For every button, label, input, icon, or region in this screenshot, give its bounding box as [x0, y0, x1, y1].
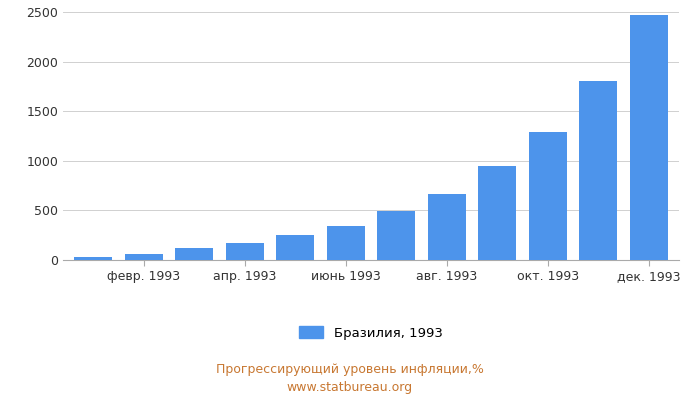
Legend: Бразилия, 1993: Бразилия, 1993: [294, 321, 448, 345]
Text: www.statbureau.org: www.statbureau.org: [287, 382, 413, 394]
Bar: [580, 82, 617, 260]
Bar: [528, 132, 567, 260]
Bar: [125, 254, 162, 260]
Bar: [327, 226, 365, 260]
Bar: [478, 166, 516, 260]
Bar: [428, 194, 466, 260]
Text: Прогрессирующий уровень инфляции,%: Прогрессирующий уровень инфляции,%: [216, 364, 484, 376]
Bar: [226, 243, 264, 260]
Bar: [276, 235, 314, 260]
Bar: [175, 248, 214, 260]
Bar: [377, 211, 415, 260]
Bar: [630, 15, 668, 260]
Bar: [74, 257, 112, 260]
